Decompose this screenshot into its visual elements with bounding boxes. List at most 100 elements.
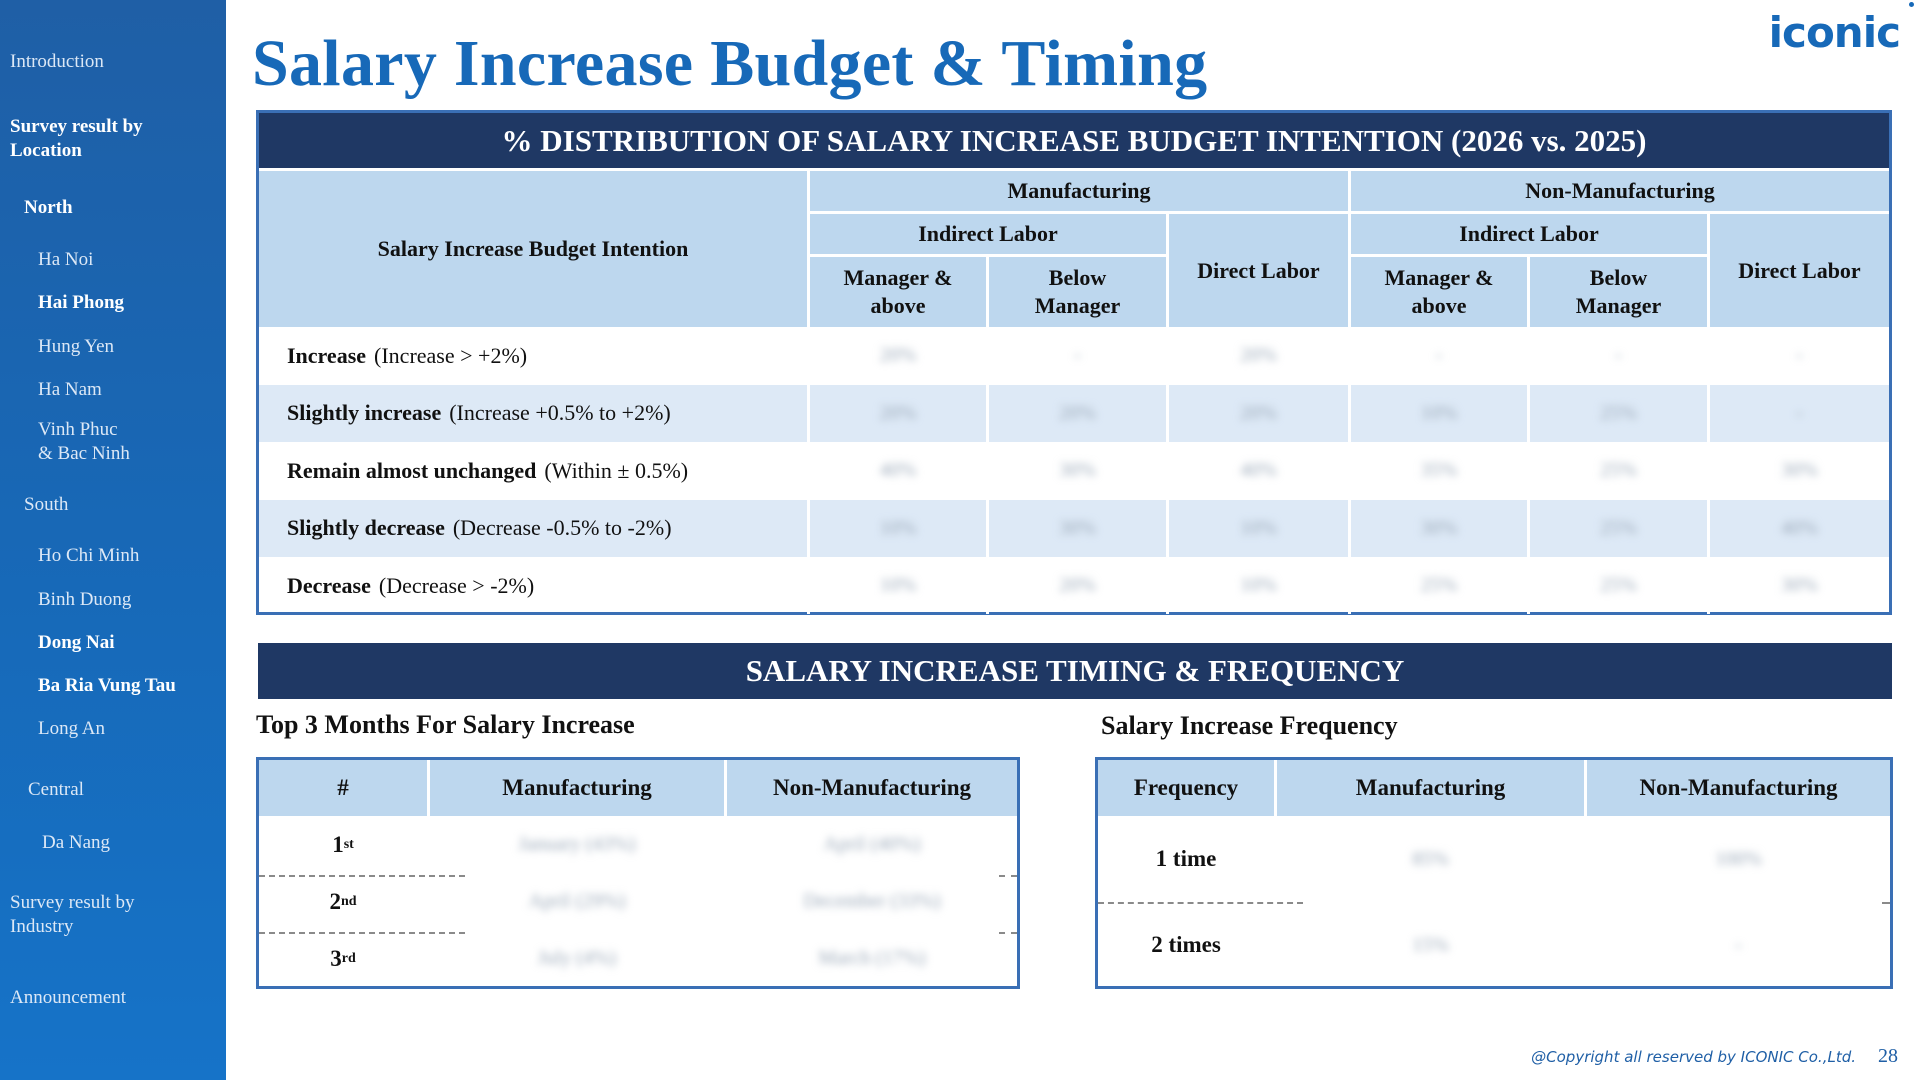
value-cell: 30% (1781, 574, 1818, 597)
frequency-value-cell: 85% (1412, 847, 1449, 870)
month-value-cell: April (29%) (528, 890, 626, 912)
value-cell: 10% (879, 574, 917, 597)
month-value-cell: December (33%) (803, 890, 941, 912)
value-cell: 20% (879, 401, 917, 424)
cell-separator (1166, 384, 1169, 442)
value-cell: 30% (1781, 459, 1818, 482)
value-cell: 20% (1240, 344, 1277, 366)
header-nonmfg-direct-labor: Direct Labor (1710, 214, 1889, 327)
value-cell: 25% (1600, 516, 1637, 539)
sidebar-item-south[interactable]: South (24, 494, 69, 515)
value-cell: 30% (1059, 459, 1096, 482)
row-divider (259, 875, 465, 877)
sidebar-item-north[interactable]: North (24, 197, 73, 218)
sidebar-item-ha-noi[interactable]: Ha Noi (38, 249, 94, 270)
sidebar-item-vinh-phuc-bac-ninh[interactable]: Vinh Phuc & Bac Ninh (38, 419, 130, 464)
sidebar-item-ba-ria-vung-tau[interactable]: Ba Ria Vung Tau (38, 675, 176, 696)
header-non-manufacturing: Non-Manufacturing (1351, 171, 1889, 211)
sidebar-item-hung-yen[interactable]: Hung Yen (38, 336, 115, 357)
table-row: Slightly increase (Increase +0.5% to +2%)… (259, 384, 1889, 442)
sidebar-item-introduction[interactable]: Introduction (10, 51, 104, 72)
cell-separator (1166, 557, 1169, 615)
cell-separator (807, 384, 810, 442)
cell-separator (986, 557, 989, 615)
sidebar-item-ha-nam[interactable]: Ha Nam (38, 379, 102, 400)
sidebar-item-ho-chi-minh[interactable]: Ho Chi Minh (38, 545, 140, 566)
cell-separator (807, 442, 810, 500)
value-cell: 20% (879, 344, 917, 366)
cell-separator (1166, 327, 1169, 384)
rank-number: 3 (330, 945, 342, 971)
page-number: 28 (1878, 1045, 1898, 1067)
cell-separator (1348, 384, 1351, 442)
row-label-desc: (Decrease > -2%) (378, 572, 535, 598)
value-cell: 25% (1600, 459, 1637, 482)
distribution-table: % DISTRIBUTION OF SALARY INCREASE BUDGET… (256, 110, 1892, 615)
value-cell: 10% (1240, 516, 1277, 539)
cell-separator (1527, 557, 1530, 615)
frequency-value-cell: 15% (1412, 933, 1449, 956)
header-mfg-direct-labor: Direct Labor (1169, 214, 1348, 327)
sidebar-item-survey-industry[interactable]: Survey result by Industry (10, 892, 135, 937)
sidebar-item-announcement[interactable]: Announcement (10, 987, 127, 1008)
value-cell: 25% (1600, 401, 1637, 424)
cell-separator (1348, 557, 1351, 615)
row-label-desc: (Decrease -0.5% to -2%) (452, 515, 672, 541)
sidebar-item-central[interactable]: Central (28, 779, 84, 800)
cell-separator (1707, 557, 1710, 615)
months-header-rank: # (259, 760, 427, 816)
header-nonmfg-manager-above: Manager & above (1351, 257, 1527, 327)
value-cell: - (1796, 401, 1803, 424)
frequency-title: Salary Increase Frequency (1101, 711, 1398, 740)
month-value-cell: April (40%) (823, 833, 921, 855)
rank-number: 1 (332, 831, 344, 857)
cell-separator (807, 557, 810, 615)
header-budget-intention: Salary Increase Budget Intention (259, 171, 807, 327)
table-row: Increase (Increase > +2%) 20% - 20% - - - (259, 327, 1889, 384)
cell-separator (1166, 442, 1169, 500)
header-nonmfg-indirect-labor: Indirect Labor (1351, 214, 1707, 254)
cell-separator (986, 442, 989, 500)
table-row: Slightly decrease (Decrease -0.5% to -2%)… (259, 499, 1889, 557)
cell-separator (1707, 499, 1710, 557)
value-cell: 10% (879, 516, 917, 539)
month-value-cell: July (4%) (537, 947, 617, 969)
months-header-sep (724, 760, 727, 816)
cell-separator (1707, 327, 1710, 384)
freq-header-sep (1584, 760, 1587, 816)
value-cell: 10% (1240, 574, 1277, 597)
freq-header-manufacturing: Manufacturing (1277, 760, 1584, 816)
value-cell: 25% (1600, 574, 1637, 597)
sidebar-item-binh-duong[interactable]: Binh Duong (38, 589, 132, 610)
row-label-term: Increase (287, 342, 367, 368)
timing-title: SALARY INCREASE TIMING & FREQUENCY (258, 643, 1892, 699)
cell-separator (1348, 499, 1351, 557)
sidebar-item-da-nang[interactable]: Da Nang (42, 832, 111, 853)
months-header-sep (427, 760, 430, 816)
header-mfg-below-manager: Below Manager (989, 257, 1166, 327)
cell-separator (807, 499, 810, 557)
months-header-manufacturing: Manufacturing (430, 760, 724, 816)
sidebar-item-dong-nai[interactable]: Dong Nai (38, 632, 115, 653)
rank-number: 2 (329, 888, 341, 914)
frequency-label: 1 time (1155, 846, 1217, 871)
cell-separator (1707, 442, 1710, 500)
sidebar-item-survey-location[interactable]: Survey result by Location (10, 116, 143, 161)
row-label-term: Remain almost unchanged (287, 457, 537, 483)
cell-separator (1348, 327, 1351, 384)
row-label: Decrease (Decrease > -2%) (287, 557, 534, 614)
cell-separator (1527, 499, 1530, 557)
row-divider (259, 932, 465, 934)
value-cell: - (1796, 344, 1803, 366)
value-cell: - (1615, 344, 1622, 366)
value-cell: 40% (879, 459, 917, 482)
sidebar-item-hai-phong[interactable]: Hai Phong (38, 292, 125, 313)
value-cell: 20% (1059, 574, 1096, 597)
cell-separator (1707, 384, 1710, 442)
sidebar-item-long-an[interactable]: Long An (38, 718, 106, 739)
row-label-desc: (Increase > +2%) (374, 342, 528, 368)
value-cell: 20% (1240, 401, 1277, 424)
